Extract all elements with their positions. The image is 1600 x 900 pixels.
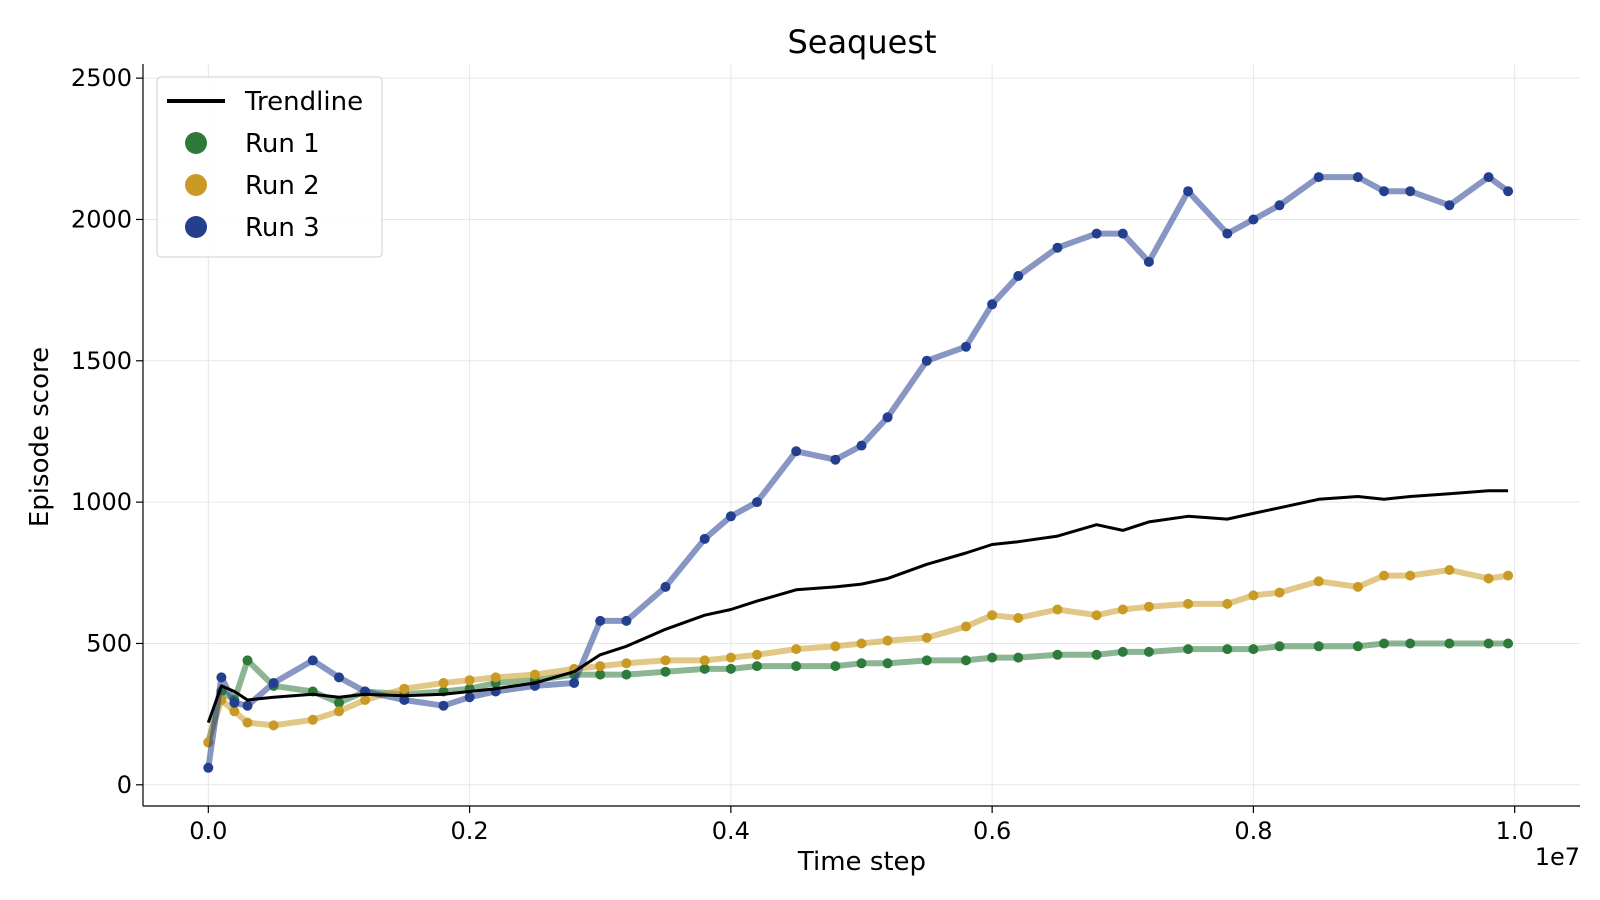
series-trendline-line xyxy=(206,489,1509,724)
series-run-3 xyxy=(203,172,1514,773)
x-axis-label: Time step xyxy=(797,847,926,877)
legend: Trendline Run 1 Run 2 Run 3 xyxy=(156,76,383,258)
x-tick-label: 1.0 xyxy=(1496,817,1534,845)
x-tick-label: 0.0 xyxy=(189,817,227,845)
chart-title: Seaquest xyxy=(787,23,936,61)
y-tick-label: 0 xyxy=(117,771,132,799)
legend-label-run-2: Run 2 xyxy=(245,171,320,201)
x-axis-offset-label: 1e7 xyxy=(1535,843,1580,871)
legend-swatch-run-2 xyxy=(185,174,207,196)
series-run-2 xyxy=(203,565,1514,748)
legend-label-trendline: Trendline xyxy=(244,87,363,117)
legend-box xyxy=(156,76,383,258)
x-tick-label: 0.2 xyxy=(451,817,489,845)
axes: 0.0 0.2 0.4 0.6 0.8 1.0 0 500 1000 1500 2000 2500 xyxy=(71,64,1580,845)
y-tick-label: 1000 xyxy=(71,488,132,516)
run-2-band xyxy=(205,567,1512,746)
x-tick-label: 0.6 xyxy=(973,817,1011,845)
legend-swatch-run-3 xyxy=(185,216,207,238)
legend-label-run-3: Run 3 xyxy=(245,213,320,243)
x-tick-label: 0.8 xyxy=(1234,817,1272,845)
run-3-band xyxy=(205,174,1512,771)
y-tick-label: 1500 xyxy=(71,347,132,375)
legend-label-run-1: Run 1 xyxy=(245,129,320,159)
data-layer xyxy=(203,172,1514,773)
y-axis-label: Episode score xyxy=(25,347,55,527)
y-tick-label: 2000 xyxy=(71,205,132,233)
legend-swatch-run-1 xyxy=(185,132,207,154)
y-tick-label: 500 xyxy=(86,629,132,657)
x-tick-label: 0.4 xyxy=(712,817,750,845)
y-tick-label: 2500 xyxy=(71,64,132,92)
